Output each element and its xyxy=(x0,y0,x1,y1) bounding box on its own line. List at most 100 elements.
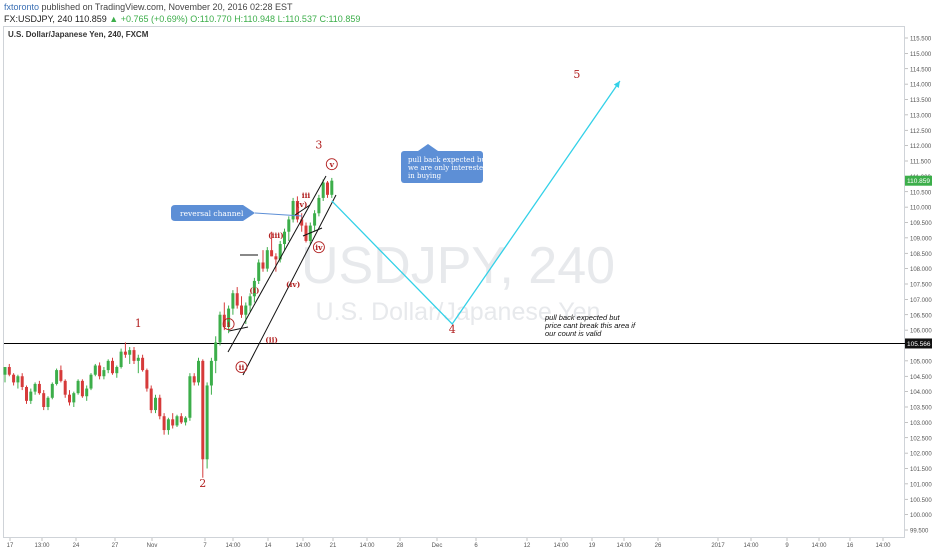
channel-line[interactable] xyxy=(242,194,337,376)
watermark-name: U.S. Dollar/Japanese Yen xyxy=(316,298,601,326)
candle-body xyxy=(261,262,265,269)
price-tick-label: 101.000 xyxy=(910,482,932,488)
candle-body xyxy=(184,417,188,423)
chart-area[interactable] xyxy=(3,26,905,538)
time-tick-label: 14:00 xyxy=(553,543,569,549)
candle-body xyxy=(29,391,33,401)
candle-body xyxy=(179,416,183,423)
candle-body xyxy=(72,393,76,403)
buying-callout-box xyxy=(401,151,483,183)
candle-body xyxy=(98,365,102,377)
close-price: 110.859 xyxy=(74,14,107,24)
time-tick-label: 7 xyxy=(203,543,207,549)
wave-label: 4 xyxy=(449,323,456,336)
wave-circle xyxy=(312,241,325,254)
time-tick-label: 9 xyxy=(785,543,789,549)
price-tick-label: 103.500 xyxy=(910,406,932,412)
candle-body xyxy=(93,365,97,375)
time-tick-label: 21 xyxy=(330,543,337,549)
candle-body xyxy=(171,419,175,426)
price-tick-label: 110.500 xyxy=(910,190,932,196)
candles xyxy=(3,177,334,478)
candle-body xyxy=(7,367,11,375)
candle-body xyxy=(63,380,67,395)
buying-callout-pointer xyxy=(418,144,438,151)
candle-body xyxy=(188,376,192,418)
reversal-channel[interactable] xyxy=(227,175,337,376)
candle-body xyxy=(12,374,16,383)
wave-circle xyxy=(222,318,235,330)
price-tick-label: 108.000 xyxy=(910,267,932,273)
candle-body xyxy=(295,200,299,220)
price-tick-label: 100.000 xyxy=(910,513,932,519)
time-tick-label: Nov xyxy=(147,543,158,549)
author-link[interactable]: fxtoronto xyxy=(4,2,40,12)
current-price-tag xyxy=(905,175,932,186)
wave-circle xyxy=(325,158,338,171)
reversal-callout-text: reversal channel xyxy=(180,209,244,218)
reversal-callout-pointer xyxy=(254,212,303,217)
arrow-up-icon: ▲ xyxy=(109,14,119,24)
symbol-name: FX:USDJPY, 240 xyxy=(4,14,73,24)
price-tick-label: 112.500 xyxy=(910,129,932,135)
time-tick-label: 13:00 xyxy=(34,543,50,549)
candle-body xyxy=(102,370,106,377)
candle-body xyxy=(240,305,243,315)
candle-body xyxy=(25,387,28,401)
support-note-line1: pull back expected but xyxy=(544,313,621,322)
price-tick-label: 100.500 xyxy=(910,498,932,504)
candle-body xyxy=(37,383,41,394)
projection-arrowhead xyxy=(613,81,620,88)
time-tick-label: 14 xyxy=(265,543,272,549)
candle-body xyxy=(128,350,132,355)
candle-body xyxy=(80,380,84,397)
time-tick-label: 27 xyxy=(112,543,119,549)
time-tick-label: Dec xyxy=(432,543,443,549)
candle-body xyxy=(205,385,209,460)
channel-line[interactable] xyxy=(294,204,311,216)
candle-body xyxy=(76,380,80,394)
wave-label: (iv) xyxy=(286,280,300,289)
price-tick-label: 107.000 xyxy=(910,298,932,304)
time-axis[interactable]: 17 13:00 24 27 Nov 7 14:00 14 14:00 21 14:00 28 Dec 6… xyxy=(7,538,892,549)
time-tick-label: 17 xyxy=(7,543,14,549)
candle-body xyxy=(330,180,334,195)
price-tick-label: 104.000 xyxy=(910,390,932,396)
candle-body xyxy=(257,262,261,281)
candle-body xyxy=(227,308,231,328)
time-tick-label: 26 xyxy=(655,543,662,549)
candle-body xyxy=(248,296,252,306)
price-tick-label: 102.500 xyxy=(910,436,932,442)
level-price-label: 105.566 xyxy=(907,341,931,348)
candle-body xyxy=(158,397,162,417)
candle-body xyxy=(326,182,329,195)
wave-label: i xyxy=(227,320,230,329)
candle-body xyxy=(214,342,218,361)
time-tick-label: 14:00 xyxy=(359,543,375,549)
publish-text: published on TradingView.com, November 2… xyxy=(41,2,293,12)
wave-label: ii xyxy=(239,363,245,372)
watermark-symbol: USDJPY, 240 xyxy=(301,237,615,295)
time-tick-label: 2017 xyxy=(711,543,725,549)
wave-label: iii xyxy=(302,191,311,200)
wave-label: 3 xyxy=(315,139,322,152)
candle-body xyxy=(175,416,179,426)
time-tick-label: 14:00 xyxy=(616,543,632,549)
time-tick-label: 12 xyxy=(524,543,531,549)
candle-body xyxy=(85,388,89,397)
candle-body xyxy=(197,360,200,383)
ohlc-high: H:110.948 xyxy=(234,14,276,24)
chart-header: fxtoronto published on TradingView.com, … xyxy=(0,0,932,26)
watermark: USDJPY, 240 U.S. Dollar/Japanese Yen xyxy=(301,237,615,326)
projection-path[interactable] xyxy=(331,80,621,325)
wave-label: 2 xyxy=(199,477,206,490)
price-axis[interactable]: 115.500 115.000 114.500 114.000 113.500 113.0… xyxy=(905,37,932,535)
candle-body xyxy=(192,376,196,383)
channel-line[interactable] xyxy=(228,326,249,332)
candle-body xyxy=(313,213,317,226)
candle-body xyxy=(317,197,321,214)
time-tick-label: 6 xyxy=(474,543,478,549)
channel-line[interactable] xyxy=(302,227,323,237)
